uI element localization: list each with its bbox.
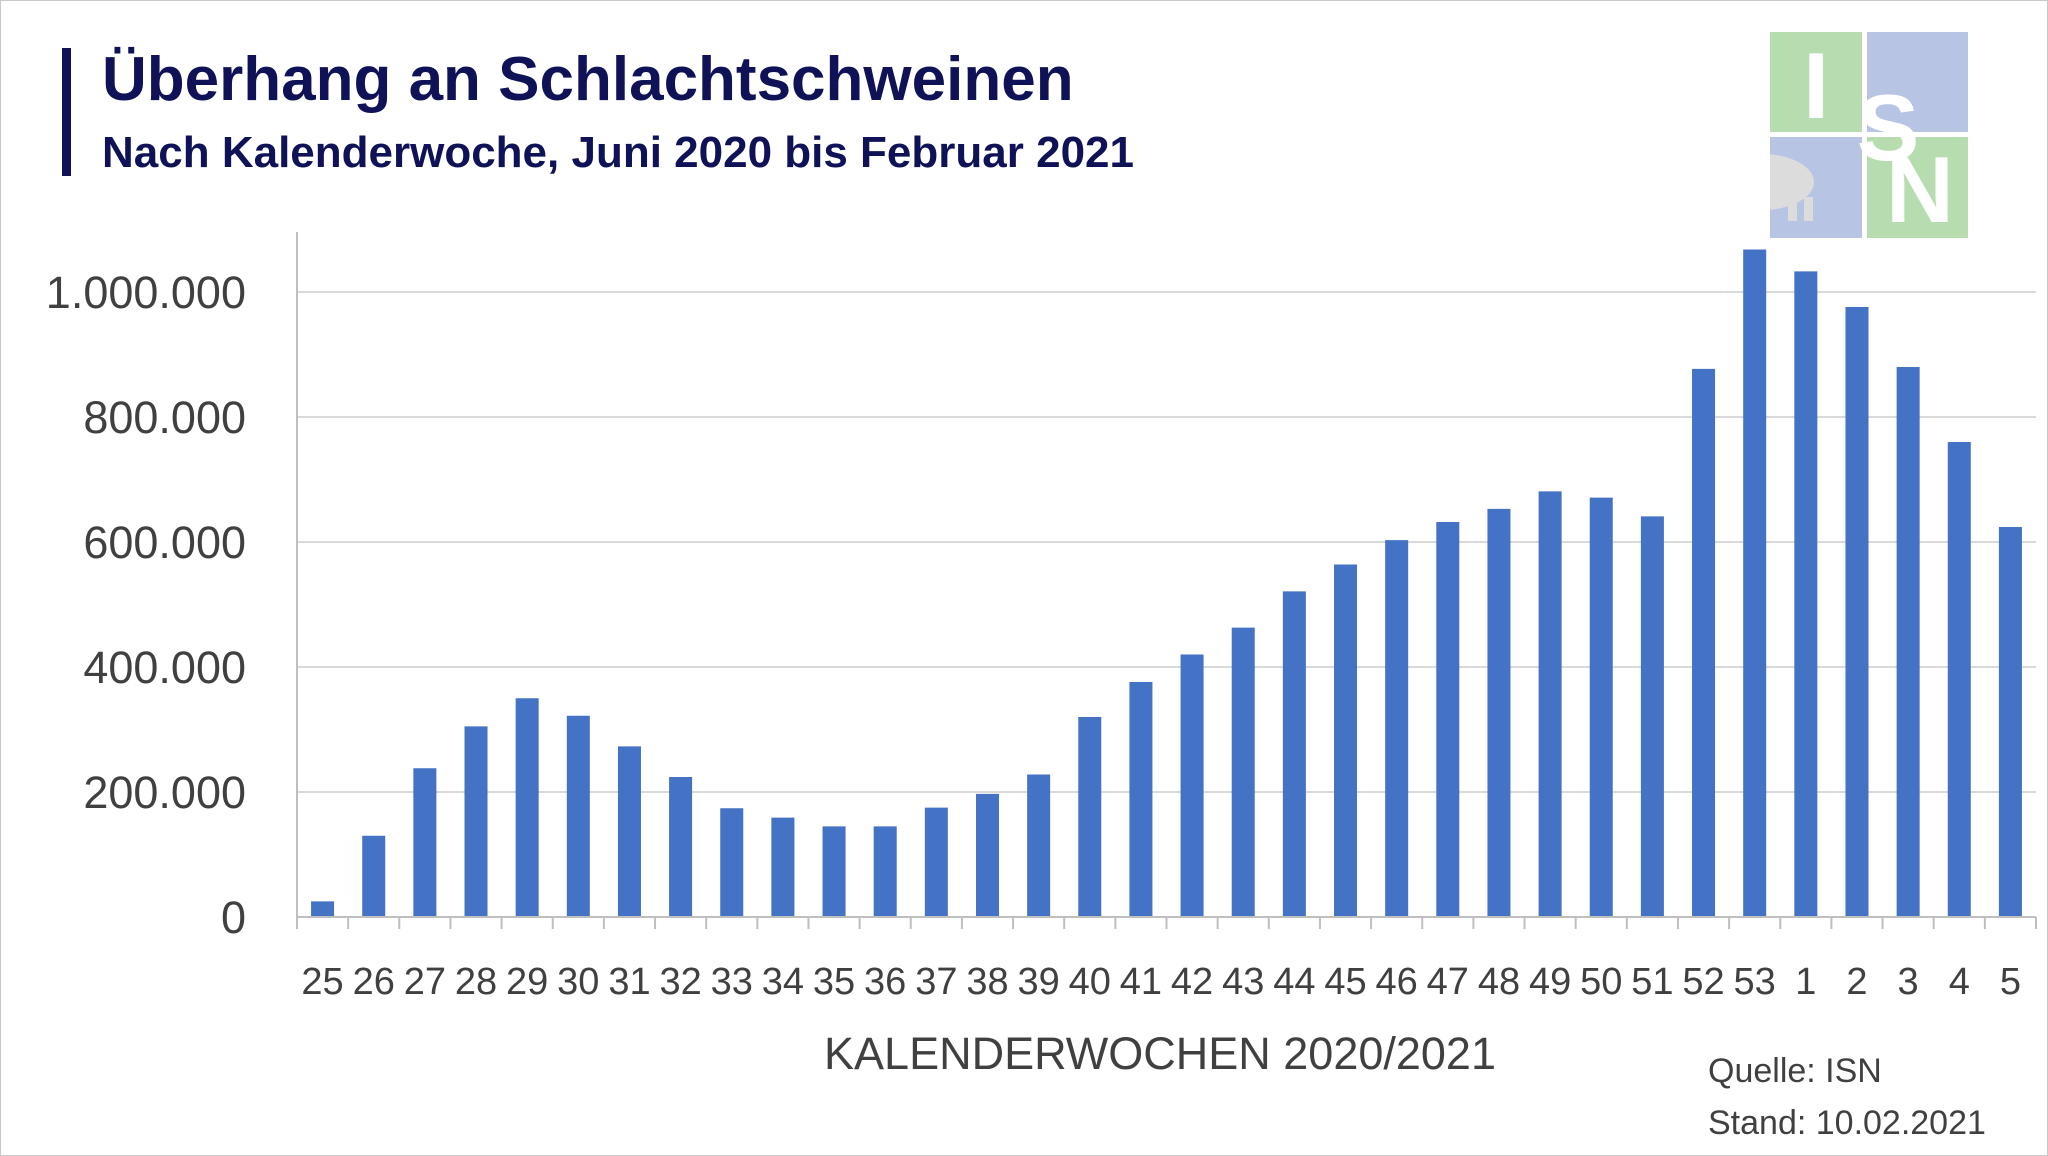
bar <box>1743 249 1767 917</box>
x-tick-label: 44 <box>1273 961 1315 1003</box>
y-tick-label: 0 <box>221 892 246 943</box>
pig-icon <box>1770 154 1814 221</box>
x-tick-label: 27 <box>404 961 446 1003</box>
x-tick-label: 52 <box>1682 961 1724 1003</box>
x-tick-label: 29 <box>506 961 548 1003</box>
x-tick-label: 42 <box>1171 961 1213 1003</box>
chart-title: Überhang an Schlachtschweinen <box>102 45 1074 114</box>
bar <box>1538 491 1562 917</box>
x-tick-label: 45 <box>1324 961 1366 1003</box>
bar <box>1589 497 1613 917</box>
x-tick-label: 32 <box>659 961 701 1003</box>
bar <box>1896 367 1920 917</box>
x-tick-label: 37 <box>915 961 957 1003</box>
bar <box>1078 717 1102 917</box>
bar <box>1334 564 1358 917</box>
logo-letter-s: S <box>1857 75 1920 180</box>
bar <box>1385 540 1409 917</box>
x-tick-label: 1 <box>1795 961 1816 1003</box>
y-tick-label: 800.000 <box>83 392 246 443</box>
bar <box>1845 307 1869 917</box>
bar <box>617 746 641 917</box>
x-tick-label: 49 <box>1529 961 1571 1003</box>
bar <box>566 715 590 917</box>
isn-logo: I S N <box>1770 32 2018 238</box>
source-note: Quelle: ISN <box>1708 1052 1882 1090</box>
bar <box>1231 627 1255 917</box>
bar <box>669 777 693 917</box>
bar <box>362 835 386 917</box>
y-tick-label: 400.000 <box>83 642 246 693</box>
bar <box>924 807 948 917</box>
bar <box>1436 522 1460 917</box>
x-tick-label: 33 <box>711 961 753 1003</box>
bar <box>873 826 897 917</box>
x-tick-label: 47 <box>1427 961 1469 1003</box>
x-tick-label: 28 <box>455 961 497 1003</box>
x-tick-label: 48 <box>1478 961 1520 1003</box>
bar <box>1794 271 1818 917</box>
logo-letter-n: N <box>1886 137 1954 238</box>
x-tick-label: 51 <box>1631 961 1673 1003</box>
x-tick-label: 31 <box>608 961 650 1003</box>
bar <box>1129 682 1153 917</box>
bar <box>975 793 999 917</box>
x-tick-label: 36 <box>864 961 906 1003</box>
bar <box>822 826 846 917</box>
bar <box>311 901 335 917</box>
x-tick-label: 3 <box>1898 961 1919 1003</box>
x-tick-label: 41 <box>1120 961 1162 1003</box>
x-tick-label: 38 <box>966 961 1008 1003</box>
x-tick-label: 26 <box>353 961 395 1003</box>
x-tick-label: 39 <box>1017 961 1059 1003</box>
x-tick-label: 50 <box>1580 961 1622 1003</box>
bar <box>1998 527 2022 917</box>
logo-letter-i: I <box>1803 33 1829 138</box>
y-tick-label: 600.000 <box>83 517 246 568</box>
bar <box>720 808 744 917</box>
x-tick-label: 40 <box>1069 961 1111 1003</box>
bar <box>1640 516 1664 917</box>
x-tick-label: 2 <box>1846 961 1867 1003</box>
x-tick-label: 53 <box>1734 961 1776 1003</box>
bar <box>1947 442 1971 917</box>
bar <box>1180 654 1204 917</box>
bar <box>464 726 488 917</box>
chart-subtitle: Nach Kalenderwoche, Juni 2020 bis Februa… <box>102 128 1134 177</box>
title-accent-bar <box>62 48 71 176</box>
bar <box>1692 368 1716 917</box>
y-tick-label: 200.000 <box>83 767 246 818</box>
x-tick-label: 34 <box>762 961 804 1003</box>
x-tick-label: 46 <box>1376 961 1418 1003</box>
date-note: Stand: 10.02.2021 <box>1708 1104 1986 1142</box>
bar <box>1487 508 1511 917</box>
x-tick-label: 25 <box>301 961 343 1003</box>
bar <box>1282 591 1306 917</box>
y-tick-label: 1.000.000 <box>46 267 246 318</box>
x-axis-label: KALENDERWOCHEN 2020/2021 <box>824 1028 1496 1079</box>
x-tick-label: 5 <box>2000 961 2021 1003</box>
x-tick-label: 4 <box>1949 961 1970 1003</box>
bar <box>413 768 437 917</box>
x-tick-label: 43 <box>1222 961 1264 1003</box>
x-tick-label: 30 <box>557 961 599 1003</box>
bar <box>771 817 795 917</box>
bar <box>515 698 539 917</box>
x-tick-label: 35 <box>813 961 855 1003</box>
bar <box>1027 774 1051 917</box>
